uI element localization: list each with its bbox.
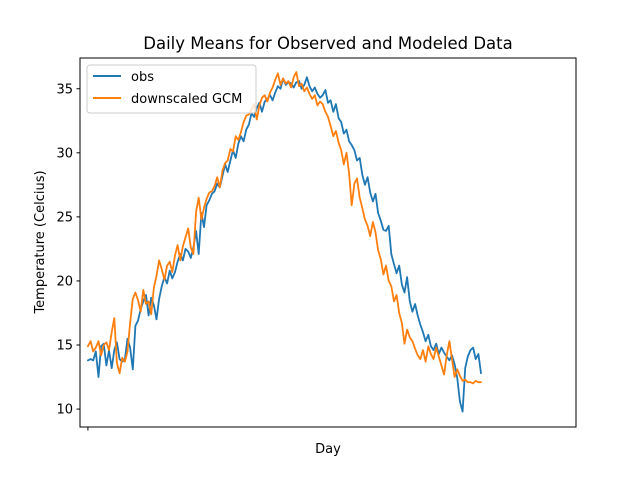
legend-label-obs: obs xyxy=(131,70,154,85)
x-axis-label: Day xyxy=(315,442,341,457)
series-line-downscaled-gcm xyxy=(87,71,482,385)
legend-box xyxy=(86,64,257,114)
y-tick-label: 10 xyxy=(56,403,73,418)
legend: obs downscaled GCM xyxy=(86,64,257,114)
y-tick-label: 35 xyxy=(56,82,73,97)
plot-frame xyxy=(79,57,577,428)
y-tick-label: 25 xyxy=(56,210,73,225)
series-layer xyxy=(87,71,482,413)
chart-title: Daily Means for Observed and Modeled Dat… xyxy=(143,34,512,53)
legend-label-downscaled-gcm: downscaled GCM xyxy=(131,92,242,107)
y-tick-label: 20 xyxy=(56,274,73,289)
y-tick-label: 30 xyxy=(56,146,73,161)
y-tick-label: 15 xyxy=(56,339,73,354)
y-axis-label: Temperature (Celcius) xyxy=(33,170,48,314)
y-axis: 10 15 20 25 30 35 xyxy=(56,82,80,418)
